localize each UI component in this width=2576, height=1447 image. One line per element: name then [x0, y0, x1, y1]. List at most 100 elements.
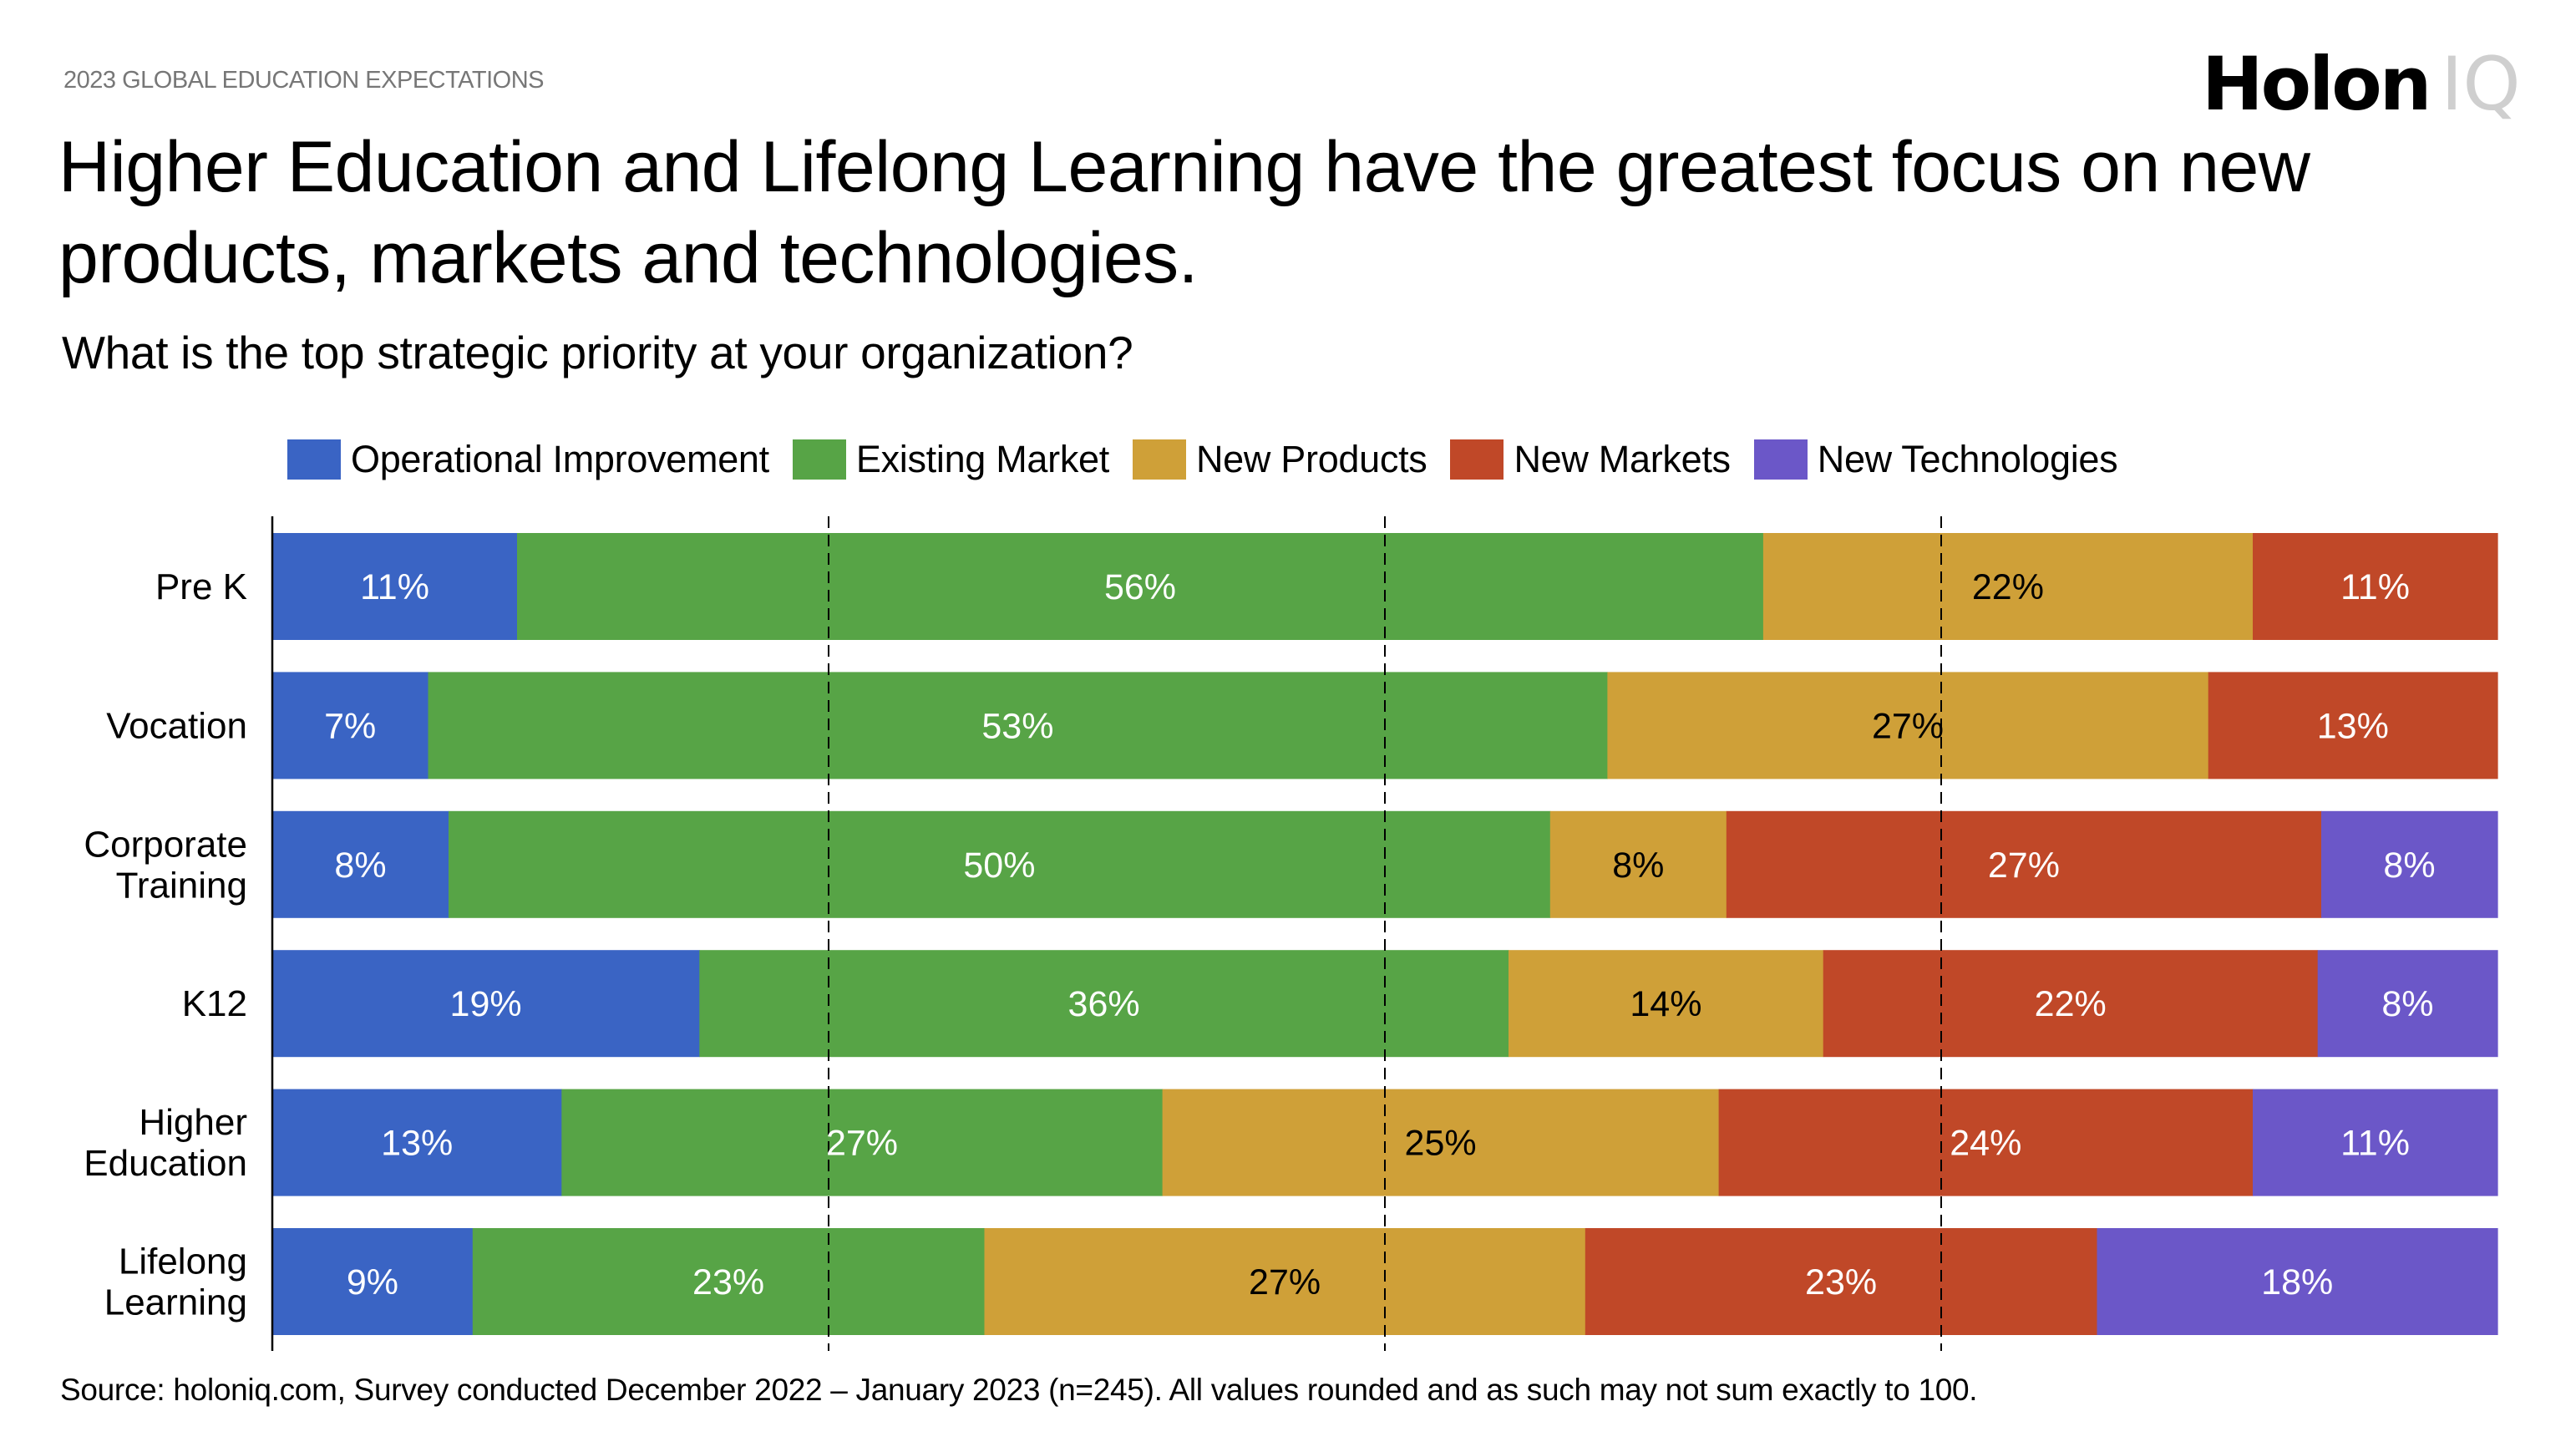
value-label: 19% [450, 984, 522, 1024]
bar-segment-existing-market [472, 1228, 986, 1335]
value-label: 8% [1612, 845, 1664, 886]
logo-iq-text: IQ [2441, 41, 2521, 127]
bar-row-pre-k [272, 533, 2498, 640]
bar-segment-new-technologies [2321, 810, 2498, 918]
value-label: 13% [2317, 706, 2389, 746]
bar-segment-new-technologies [2253, 1089, 2498, 1196]
bar-segment-operational-improvement [272, 1089, 562, 1196]
value-label: 14% [1630, 984, 1701, 1024]
legend-item-new-technologies: New Technologies [1753, 438, 2118, 481]
bar-segment-new-products [984, 1228, 1586, 1335]
category-label-line: K12 [182, 983, 247, 1024]
source-note: Source: holoniq.com, Survey conducted De… [60, 1373, 1978, 1407]
bar-segment-new-markets [1823, 950, 2319, 1058]
logo-holon-text: Holon [2202, 41, 2431, 127]
value-label: 8% [334, 845, 386, 886]
value-label: 11% [2340, 1124, 2410, 1164]
value-label: 25% [1405, 1124, 1477, 1164]
legend-swatch [1132, 439, 1186, 480]
category-label-line: Higher [139, 1102, 247, 1143]
bar-segment-new-products [1762, 533, 2254, 640]
category-label-line: Vocation [106, 705, 247, 746]
value-label: 8% [2381, 984, 2433, 1024]
category-label: Corporate Training [84, 824, 247, 906]
value-label: 22% [2035, 984, 2107, 1024]
value-label: 23% [1805, 1262, 1877, 1302]
bar-segment-new-markets [1718, 1089, 2254, 1196]
chart-subtitle: What is the top strategic priority at yo… [62, 327, 1133, 378]
bar-segment-operational-improvement [272, 672, 429, 779]
stacked-bar-chart: 11% 56% 22% 11% 7% 53% 27% 13% 8% 50% 8% 27% 8% 19% 36… [84, 516, 2498, 1351]
value-label: 11% [2340, 567, 2410, 607]
bar-row-corporate-training [272, 810, 2498, 918]
category-label-line: Corporate [84, 824, 247, 865]
category-label-line: Lifelong [119, 1241, 247, 1282]
value-label: 56% [1104, 567, 1176, 607]
bar-segment-operational-improvement [272, 810, 449, 918]
bar-segment-operational-improvement [272, 950, 700, 1058]
value-label: 23% [692, 1262, 764, 1302]
bar-segment-new-markets [1585, 1228, 2098, 1335]
category-label: Pre K [155, 566, 247, 607]
value-label: 27% [826, 1124, 898, 1164]
category-label-line: Education [84, 1143, 247, 1184]
bar-segment-new-products [1509, 950, 1824, 1058]
chart-title: Higher Education and Lifelong Learning h… [58, 127, 2310, 298]
value-label: 24% [1950, 1124, 2021, 1164]
bar-segment-existing-market [699, 950, 1509, 1058]
legend-label: Existing Market [855, 438, 1109, 480]
category-label-line: Pre K [155, 566, 247, 607]
category-label-line: Training [116, 865, 247, 906]
bar-segment-new-markets [2253, 533, 2498, 640]
legend-item-existing-market: Existing Market [792, 438, 1109, 481]
bar-row-k12 [272, 950, 2498, 1058]
value-label: 27% [1872, 706, 1944, 746]
value-label: 8% [2383, 845, 2435, 886]
bar-segment-existing-market [517, 533, 1764, 640]
legend-label: New Markets [1514, 438, 1731, 480]
legend-label: Operational Improvement [351, 438, 769, 480]
legend-swatch [287, 439, 341, 480]
legend-label: New Technologies [1817, 438, 2118, 480]
bar-segment-existing-market [449, 810, 1551, 918]
bar-row-higher-education [272, 1089, 2498, 1196]
bars-layer [272, 533, 2498, 1335]
bar-segment-new-products [1549, 810, 1727, 918]
category-label-line: Learning [104, 1282, 247, 1323]
bar-segment-new-markets [2208, 672, 2498, 779]
value-label: 36% [1068, 984, 1140, 1024]
value-label: 18% [2261, 1262, 2333, 1302]
value-label: 27% [1988, 845, 2060, 886]
legend-swatch [1753, 439, 1808, 480]
value-label: 11% [360, 567, 429, 607]
value-label: 53% [981, 706, 1053, 746]
legend-item-operational-improvement: Operational Improvement [287, 438, 769, 481]
bar-segment-new-technologies [2317, 950, 2498, 1058]
bar-segment-operational-improvement [272, 1228, 474, 1335]
bar-segment-existing-market [428, 672, 1608, 779]
bar-row-lifelong-learning [272, 1228, 2498, 1335]
value-label: 13% [381, 1124, 453, 1164]
value-label: 9% [347, 1262, 398, 1302]
category-labels-layer: Pre K Vocation Corporate Training K12 Higher E… [84, 566, 247, 1323]
gridlines-layer [828, 516, 1942, 1351]
value-label: 7% [324, 706, 376, 746]
bar-row-vocation [272, 672, 2498, 779]
category-label: Lifelong Learning [104, 1241, 247, 1323]
holoniq-logo: Holon IQ [2202, 47, 2521, 122]
report-kicker: 2023 GLOBAL EDUCATION EXPECTATIONS [63, 67, 544, 94]
category-label: Higher Education [84, 1102, 247, 1184]
legend-swatch [792, 439, 846, 480]
value-label: 50% [963, 845, 1035, 886]
legend-item-new-products: New Products [1132, 438, 1427, 481]
bar-segment-new-markets [1726, 810, 2322, 918]
category-label: K12 [182, 983, 247, 1024]
value-label: 27% [1249, 1262, 1321, 1302]
legend-item-new-markets: New Markets [1450, 438, 1731, 481]
value-label: 22% [1972, 567, 2044, 607]
category-label: Vocation [106, 705, 247, 746]
value-labels-layer: 11% 56% 22% 11% 7% 53% 27% 13% 8% 50% 8% 27% 8% 19% 36… [324, 567, 2435, 1302]
bar-segment-existing-market [561, 1089, 1164, 1196]
legend-swatch [1450, 439, 1504, 480]
bar-segment-new-technologies [2097, 1228, 2498, 1335]
